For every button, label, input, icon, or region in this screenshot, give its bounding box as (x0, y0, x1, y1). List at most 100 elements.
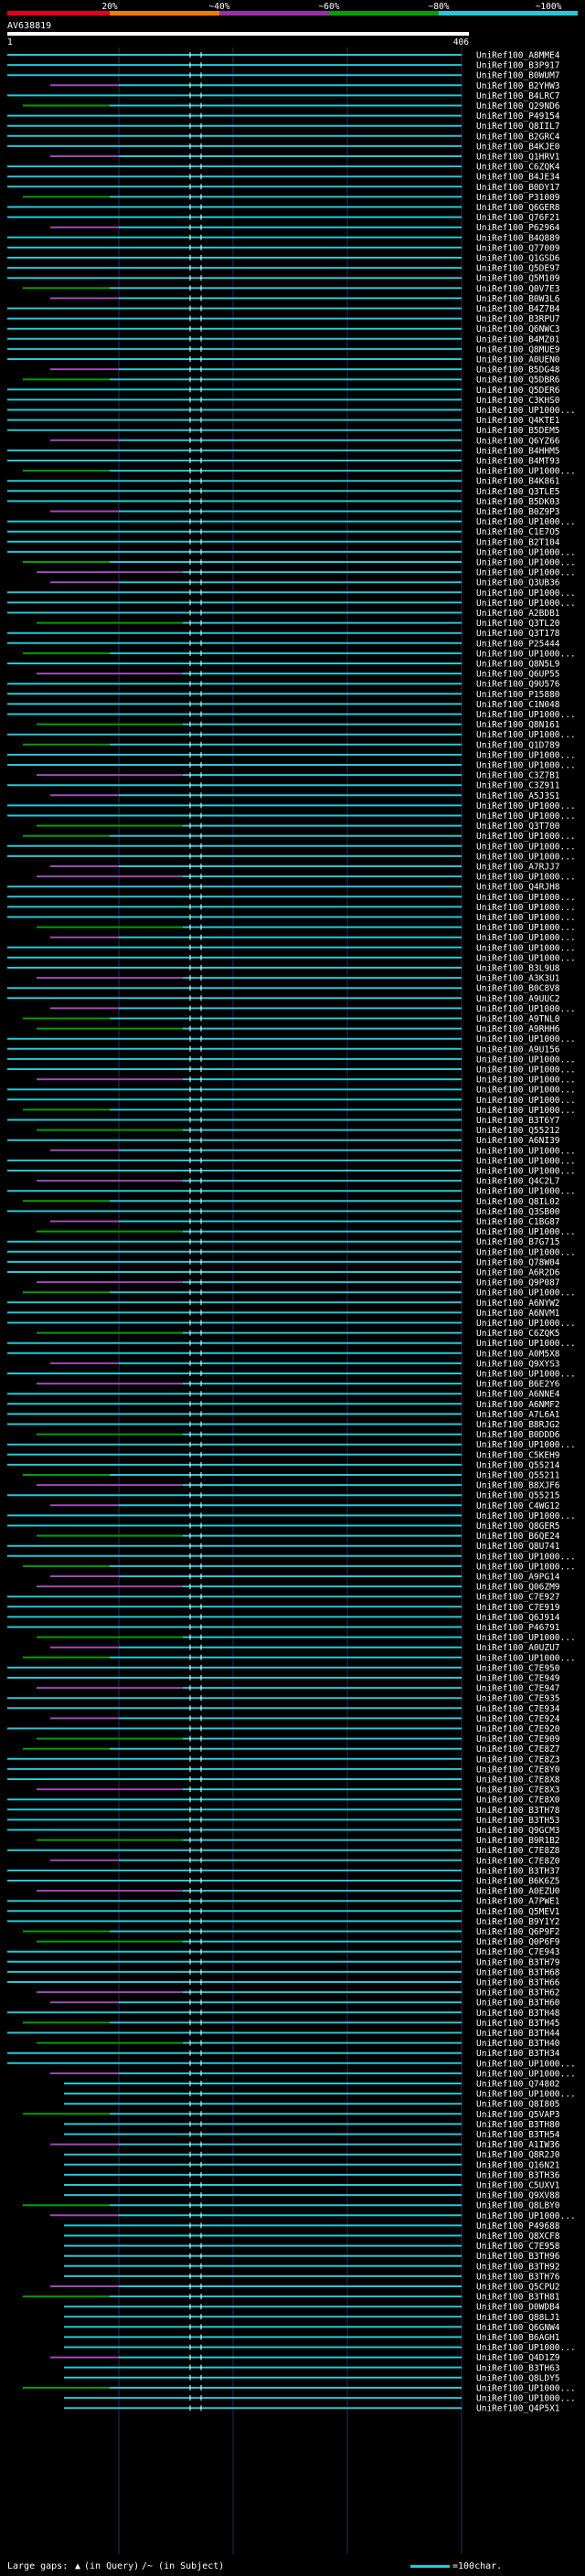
hit-row[interactable]: UniRef100_Q8GER5 (7, 1521, 560, 1532)
hit-label[interactable]: UniRef100_Q5VAP3 (476, 2110, 560, 2120)
hit-label[interactable]: UniRef100_P62964 (476, 223, 560, 233)
hit-row[interactable]: UniRef100_A6NMF2 (7, 1400, 560, 1410)
hit-row[interactable]: UniRef100_C6ZQK4 (7, 163, 560, 173)
hit-label[interactable]: UniRef100_A0UZU7 (476, 1643, 560, 1653)
hit-label[interactable]: UniRef100_Q5MEV1 (476, 1907, 560, 1917)
hit-row[interactable]: UniRef100_Q78W04 (7, 1257, 560, 1267)
hit-row[interactable]: UniRef100_B4LRC7 (7, 91, 560, 101)
hit-row[interactable]: UniRef100_Q5DBR6 (23, 376, 560, 386)
hit-row[interactable]: UniRef100_P49154 (7, 111, 560, 122)
hit-row[interactable]: UniRef100_B4JE34 (7, 173, 560, 183)
hit-row[interactable]: UniRef100_P49688 (64, 2221, 560, 2231)
hit-label[interactable]: UniRef100_Q4C2L7 (476, 1177, 560, 1187)
hit-row[interactable]: UniRef100_B4K861 (7, 477, 560, 487)
hit-row[interactable]: UniRef100_UP1000... (50, 2069, 576, 2079)
hit-label[interactable]: UniRef100_C7E935 (476, 1694, 560, 1704)
hit-label[interactable]: UniRef100_B0WUM7 (476, 71, 560, 81)
hit-row[interactable]: UniRef100_Q9GCM3 (7, 1826, 560, 1836)
hit-row[interactable]: UniRef100_B2YHW3 (50, 81, 560, 91)
hit-label[interactable]: UniRef100_A9TNL0 (476, 1014, 560, 1024)
hit-label[interactable]: UniRef100_Q5DER6 (476, 386, 560, 396)
hit-row[interactable]: UniRef100_Q55215 (7, 1491, 560, 1501)
hit-row[interactable]: UniRef100_B3L9U8 (7, 964, 560, 974)
hit-row[interactable]: UniRef100_Q4C2L7 (37, 1177, 560, 1187)
hit-row[interactable]: UniRef100_UP1000... (7, 517, 576, 527)
hit-label[interactable]: UniRef100_UP1000... (476, 1187, 576, 1197)
hit-label[interactable]: UniRef100_C7E8X3 (476, 1786, 560, 1796)
hit-label[interactable]: UniRef100_B7G715 (476, 1237, 560, 1247)
hit-label[interactable]: UniRef100_Q0V7E3 (476, 284, 560, 294)
hit-label[interactable]: UniRef100_C1E7O5 (476, 527, 560, 537)
hit-row[interactable]: UniRef100_UP1000... (7, 761, 576, 771)
hit-label[interactable]: UniRef100_Q3SB00 (476, 1207, 560, 1217)
hit-label[interactable]: UniRef100_UP1000... (476, 933, 576, 943)
hit-row[interactable]: UniRef100_Q0P6F9 (37, 1937, 560, 1947)
hit-row[interactable]: UniRef100_C7E8Z8 (7, 1846, 560, 1856)
hit-row[interactable]: UniRef100_B3TH92 (64, 2262, 560, 2272)
hit-row[interactable]: UniRef100_B0DY17 (7, 183, 560, 193)
hit-label[interactable]: UniRef100_UP1000... (476, 842, 576, 852)
hit-row[interactable]: UniRef100_UP1000... (37, 873, 576, 883)
hit-row[interactable]: UniRef100_UP1000... (7, 913, 576, 923)
hit-label[interactable]: UniRef100_B3P917 (476, 61, 560, 71)
hit-label[interactable]: UniRef100_Q6J914 (476, 1613, 560, 1623)
hit-label[interactable]: UniRef100_B3TH37 (476, 1866, 560, 1876)
hit-label[interactable]: UniRef100_UP1000... (476, 1633, 576, 1643)
hit-label[interactable]: UniRef100_Q3TL20 (476, 619, 560, 629)
hit-row[interactable]: UniRef100_Q8R2J0 (64, 2150, 560, 2160)
hit-row[interactable]: UniRef100_Q1HRV1 (50, 153, 560, 163)
hit-label[interactable]: UniRef100_Q4D1Z9 (476, 2353, 560, 2363)
hit-label[interactable]: UniRef100_B5DG48 (476, 366, 560, 376)
hit-row[interactable]: UniRef100_B0DDD6 (37, 1430, 560, 1440)
hit-label[interactable]: UniRef100_UP1000... (476, 2384, 576, 2394)
hit-label[interactable]: UniRef100_B3TH96 (476, 2252, 560, 2262)
hit-row[interactable]: UniRef100_UP1000... (7, 547, 576, 557)
hit-row[interactable]: UniRef100_B6E2Y6 (37, 1380, 560, 1390)
hit-label[interactable]: UniRef100_A1IW36 (476, 2140, 560, 2150)
hit-label[interactable]: UniRef100_B3TH48 (476, 2009, 560, 2019)
hit-label[interactable]: UniRef100_P49688 (476, 2221, 560, 2231)
hit-label[interactable]: UniRef100_UP1000... (476, 893, 576, 903)
hit-row[interactable]: UniRef100_Q1GSD6 (7, 254, 560, 264)
hit-row[interactable]: UniRef100_C7E8X3 (37, 1786, 560, 1796)
hit-row[interactable]: UniRef100_Q6GER8 (7, 203, 560, 213)
hit-row[interactable]: UniRef100_C7E8Z3 (7, 1754, 560, 1765)
hit-label[interactable]: UniRef100_D0WDB4 (476, 2303, 560, 2313)
hit-row[interactable]: UniRef100_Q55212 (37, 1126, 560, 1136)
hit-row[interactable]: UniRef100_UP1000... (7, 953, 576, 963)
hit-row[interactable]: UniRef100_P15880 (7, 690, 560, 700)
hit-row[interactable]: UniRef100_B4MZ01 (7, 334, 560, 345)
hit-label[interactable]: UniRef100_Q8IL02 (476, 1197, 560, 1207)
hit-row[interactable]: UniRef100_B3TH60 (50, 1998, 560, 2009)
hit-label[interactable]: UniRef100_C3Z7B1 (476, 771, 560, 781)
hit-row[interactable]: UniRef100_B3TH78 (7, 1806, 560, 1816)
hit-row[interactable]: UniRef100_UP1000... (7, 842, 576, 852)
hit-row[interactable]: UniRef100_Q6GNW4 (64, 2323, 560, 2333)
hit-label[interactable]: UniRef100_Q5DE97 (476, 264, 560, 274)
hit-row[interactable]: UniRef100_UP1000... (7, 1034, 576, 1044)
hit-row[interactable]: UniRef100_A0UEN0 (7, 355, 560, 366)
hit-row[interactable]: UniRef100_B3TH40 (37, 2039, 560, 2049)
hit-row[interactable]: UniRef100_UP1000... (23, 649, 576, 659)
hit-row[interactable]: UniRef100_Q9P087 (37, 1278, 560, 1288)
hit-label[interactable]: UniRef100_B3TH68 (476, 1967, 560, 1977)
hit-label[interactable]: UniRef100_B3TH66 (476, 1978, 560, 1988)
hit-row[interactable]: UniRef100_Q3T700 (37, 822, 560, 832)
hit-row[interactable]: UniRef100_UP1000... (7, 730, 576, 740)
hit-row[interactable]: UniRef100_B3P917 (7, 61, 560, 71)
hit-label[interactable]: UniRef100_Q5M109 (476, 274, 560, 284)
hit-label[interactable]: UniRef100_UP1000... (476, 1511, 576, 1521)
hit-label[interactable]: UniRef100_Q9GCM3 (476, 1826, 560, 1836)
hit-label[interactable]: UniRef100_UP1000... (476, 852, 576, 862)
hit-label[interactable]: UniRef100_UP1000... (476, 547, 576, 557)
hit-row[interactable]: UniRef100_Q9XV88 (64, 2191, 560, 2201)
hit-label[interactable]: UniRef100_Q9XYS3 (476, 1359, 560, 1369)
hit-row[interactable]: UniRef100_B9R1B2 (37, 1836, 560, 1846)
hit-label[interactable]: UniRef100_Q78W04 (476, 1257, 560, 1267)
hit-row[interactable]: UniRef100_UP1000... (7, 1096, 576, 1106)
hit-row[interactable]: UniRef100_Q5M109 (7, 274, 560, 284)
hit-label[interactable]: UniRef100_UP1000... (476, 599, 576, 609)
hit-label[interactable]: UniRef100_UP1000... (476, 953, 576, 963)
hit-label[interactable]: UniRef100_Q8I805 (476, 2100, 560, 2110)
hit-label[interactable]: UniRef100_UP1000... (476, 1055, 576, 1065)
